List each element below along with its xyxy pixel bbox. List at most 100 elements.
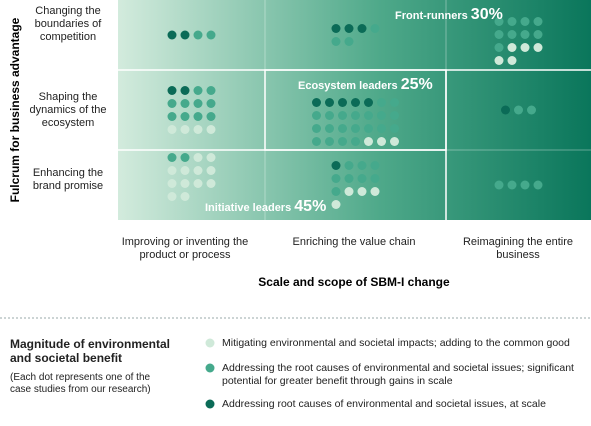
dot [180,125,190,134]
legend-note: (Each dot represents one of the case stu… [10,372,151,395]
legend-dot [205,363,215,373]
legend-title: Magnitude of environmental and societal … [10,337,171,365]
dot [377,98,386,107]
dot [193,99,203,108]
dot [494,56,504,65]
legend-label: Mitigating environmental and societal im… [222,337,570,349]
group-name: Ecosystem leaders [298,80,398,92]
column-label: Reimagining the entire business [462,236,574,261]
dot [520,17,530,26]
dot [338,98,347,107]
group-label: Front-runners 30% [395,6,503,24]
dot [180,179,190,188]
dot [325,124,334,133]
dot-group [331,161,380,196]
dot [180,153,190,162]
dot [520,30,530,39]
dot [167,30,177,40]
dot [494,43,504,52]
row-label: Changing the boundaries of competition [34,5,102,43]
dot [331,174,341,183]
dot [364,137,373,146]
dot [331,24,341,33]
dot [364,111,373,120]
dot-group [193,30,216,40]
dot [206,86,216,95]
group-value: 45% [294,198,327,215]
row-label: Enhancing the brand promise [32,167,104,192]
dot [325,98,334,107]
dot [364,98,373,107]
dot [520,180,530,190]
dot [357,174,367,183]
dot [167,125,177,134]
dot [312,137,321,146]
group-label: Initiative leaders 45% [205,198,326,216]
dot [331,161,341,170]
legend-dot [205,338,215,348]
dot [377,124,386,133]
dot [312,124,321,133]
dot [351,137,360,146]
dot-group [167,86,216,121]
dot [206,179,216,188]
group-value: 25% [400,76,433,93]
dot [533,17,543,26]
dot [520,43,530,52]
dot-group [331,24,380,46]
group-name: Initiative leaders [205,202,292,214]
group-name: Front-runners [395,10,468,22]
dot [206,99,216,108]
dot [390,111,399,120]
cell-dividers [264,0,591,220]
dot [357,161,367,170]
dot [167,192,177,201]
dot [180,166,190,175]
dot [193,166,203,175]
dot [325,111,334,120]
dot [344,187,354,196]
dot [167,112,177,121]
dot [533,43,543,52]
dot [507,43,517,52]
dot [180,112,190,121]
dot-group [364,137,399,146]
dot [331,37,341,46]
column-label: Enriching the value chain [292,236,416,248]
dot [180,192,190,201]
dot [180,30,190,40]
legend-label: Addressing the root causes of environmen… [222,362,574,387]
dot [180,99,190,108]
dot [370,24,380,33]
group-label: Ecosystem leaders 25% [298,76,433,94]
dot [527,105,536,115]
dot-group [167,125,216,134]
dot [533,30,543,39]
dot [533,180,543,190]
dot [357,187,367,196]
dot [494,180,504,190]
dot [193,86,203,95]
dot [338,137,347,146]
dot [390,124,399,133]
dot [206,166,216,175]
dot [494,17,504,26]
dot [344,37,354,46]
dot [370,187,380,196]
row-label: Shaping the dynamics of the ecosystem [29,91,107,129]
dot [338,111,347,120]
dot [206,125,216,134]
dot [351,124,360,133]
y-axis-title: Fulcrum for business advantage [8,17,22,202]
dot [206,30,216,40]
dot-group [167,153,216,201]
dot [180,86,190,95]
dot-group [501,105,510,115]
dot [312,111,321,120]
dot [167,179,177,188]
dot-group [167,30,190,40]
dot [507,30,517,39]
dot-group [331,24,367,33]
